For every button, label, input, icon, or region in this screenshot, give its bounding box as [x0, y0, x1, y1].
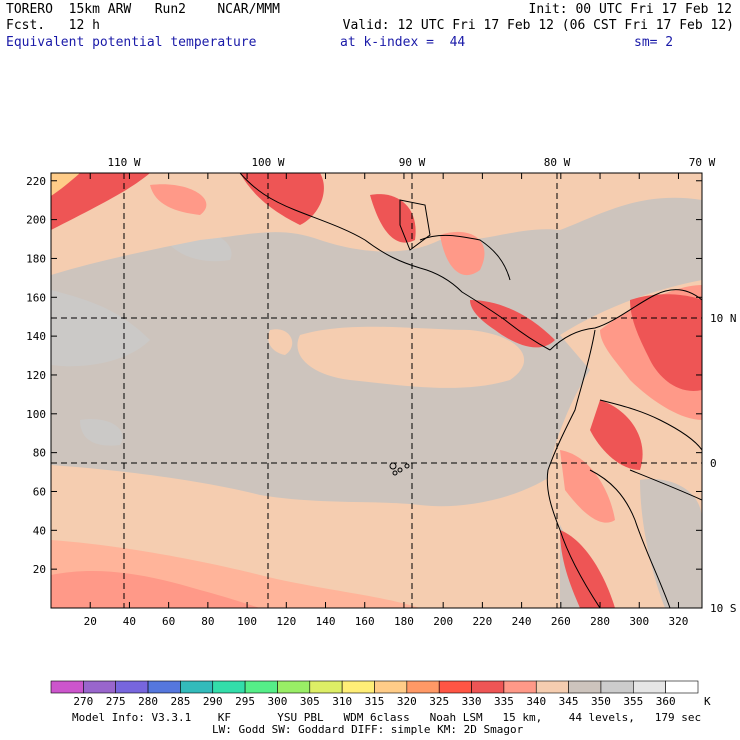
- legend-value: 315: [365, 695, 385, 708]
- y-tick-label: 180: [26, 252, 46, 265]
- y-tick-label: 40: [33, 524, 46, 537]
- legend-value: 350: [591, 695, 611, 708]
- legend-swatch: [503, 680, 537, 694]
- longitude-label: 100 W: [251, 156, 284, 169]
- longitude-label: 90 W: [399, 156, 426, 169]
- x-tick-label: 180: [394, 615, 414, 628]
- legend-value: 310: [332, 695, 352, 708]
- legend-swatch: [147, 680, 181, 694]
- legend-value: 300: [268, 695, 288, 708]
- legend-swatch: [83, 680, 116, 694]
- x-tick-label: 140: [316, 615, 336, 628]
- legend-swatch: [212, 680, 246, 694]
- legend-swatch: [600, 680, 634, 694]
- legend-value: 305: [300, 695, 320, 708]
- x-tick-label: 120: [276, 615, 296, 628]
- longitude-labels: 110 W 100 W 90 W 80 W 70 W: [107, 156, 715, 169]
- legend-value: 280: [138, 695, 158, 708]
- legend-swatch: [341, 680, 375, 694]
- legend-value: 285: [170, 695, 190, 708]
- valid-time: Valid: 12 UTC Fri 17 Feb 12 (06 CST Fri …: [342, 18, 734, 33]
- legend-swatch: [535, 680, 569, 694]
- init-time: Init: 00 UTC Fri 17 Feb 12: [528, 2, 733, 17]
- legend-swatch: [406, 680, 440, 694]
- y-tick-label: 220: [26, 175, 46, 188]
- y-tick-label: 100: [26, 408, 46, 421]
- x-tick-label: 160: [355, 615, 375, 628]
- y-tick-label: 160: [26, 291, 46, 304]
- field-name: Equivalent potential temperature: [6, 35, 257, 50]
- legend-unit: K: [704, 695, 711, 708]
- legend-swatch: [665, 680, 699, 694]
- color-legend: 270 275 280 285 290 295 300 305 310 315 320 325 330 3…: [50, 680, 711, 708]
- x-tick-label: 60: [162, 615, 175, 628]
- legend-value: 335: [494, 695, 514, 708]
- legend-swatch: [50, 680, 84, 694]
- forecast-hour: Fcst. 12 h: [6, 18, 100, 33]
- theta-e-field: [51, 173, 702, 608]
- y-tick-label: 200: [26, 214, 46, 227]
- x-tick-label: 280: [590, 615, 610, 628]
- x-tick-label: 80: [201, 615, 214, 628]
- legend-swatch: [632, 680, 666, 694]
- legend-swatch: [438, 680, 472, 694]
- legend-value: 295: [235, 695, 255, 708]
- legend-value: 360: [656, 695, 676, 708]
- legend-value: 355: [623, 695, 643, 708]
- legend-swatch: [180, 680, 214, 694]
- latitude-label: 0: [710, 457, 717, 470]
- latitude-label: 10 N: [710, 312, 737, 325]
- latitude-label: 10 S: [710, 602, 737, 615]
- legend-swatch: [471, 680, 505, 694]
- x-tick-label: 240: [512, 615, 532, 628]
- y-tick-label: 140: [26, 330, 46, 343]
- model-info: Model Info: V3.3.1 KF YSU PBL WDM 6class…: [72, 711, 702, 724]
- y-tick-label: 20: [33, 563, 46, 576]
- x-axis: 20 40 60 80 100 120 140 160 180 200 220 240 260 280 30…: [84, 173, 689, 628]
- y-tick-label: 60: [33, 485, 46, 498]
- y-tick-label: 120: [26, 369, 46, 382]
- legend-value: 275: [106, 695, 126, 708]
- legend-swatch: [115, 680, 149, 694]
- physics-info: LW: Godd SW: Goddard DIFF: simple KM: 2D…: [212, 723, 524, 736]
- legend-swatch: [568, 680, 602, 694]
- legend-value: 320: [397, 695, 417, 708]
- longitude-label: 70 W: [689, 156, 716, 169]
- x-tick-label: 40: [123, 615, 136, 628]
- legend-value: 330: [462, 695, 482, 708]
- smoothing: sm= 2: [634, 35, 674, 50]
- legend-swatch: [244, 680, 278, 694]
- x-tick-label: 300: [629, 615, 649, 628]
- longitude-label: 80 W: [544, 156, 571, 169]
- legend-value: 325: [429, 695, 449, 708]
- plot-frame: [50, 172, 703, 609]
- legend-swatch: [374, 680, 408, 694]
- level-index: at k-index = 44: [340, 35, 466, 50]
- x-tick-label: 20: [84, 615, 97, 628]
- x-tick-label: 200: [433, 615, 453, 628]
- coastlines: [239, 173, 702, 608]
- x-tick-label: 320: [669, 615, 689, 628]
- latlon-grid: [51, 173, 702, 608]
- longitude-label: 110 W: [107, 156, 140, 169]
- legend-swatch: [309, 680, 343, 694]
- legend-value: 340: [526, 695, 546, 708]
- latitude-labels: 10 N 0 10 S: [710, 312, 737, 615]
- legend-swatch: [277, 680, 311, 694]
- x-tick-label: 100: [237, 615, 257, 628]
- y-tick-label: 80: [33, 447, 46, 460]
- x-tick-label: 220: [472, 615, 492, 628]
- legend-value: 345: [559, 695, 579, 708]
- y-axis: 20 40 60 80 100 120 140 160 180 200 220: [26, 175, 702, 576]
- model-title: TORERO 15km ARW Run2 NCAR/MMM: [6, 2, 280, 17]
- legend-value: 290: [203, 695, 223, 708]
- x-tick-label: 260: [551, 615, 571, 628]
- legend-value: 270: [73, 695, 93, 708]
